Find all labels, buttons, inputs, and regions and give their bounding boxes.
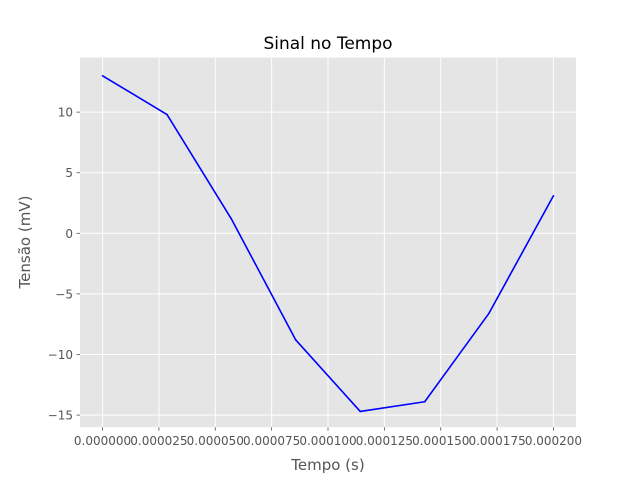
- data-point: [294, 339, 297, 341]
- x-tick-label: 0.000150: [412, 434, 469, 448]
- x-axis-label: Tempo (s): [290, 456, 364, 474]
- data-point: [230, 217, 233, 220]
- y-tick-label: 5: [65, 166, 73, 180]
- x-tick-label: 0.000050: [187, 434, 244, 448]
- y-tick-label: −15: [48, 409, 73, 423]
- x-tick-label: 0.000125: [356, 434, 413, 448]
- data-point: [423, 400, 426, 403]
- x-tick-label: 0.000000: [74, 434, 131, 448]
- data-point: [359, 410, 362, 413]
- x-tick-label: 0.000075: [243, 434, 300, 448]
- data-point: [166, 113, 168, 116]
- y-tick-label: −10: [48, 348, 73, 362]
- y-axis: −15 −10 −5 0 5 10: [48, 106, 80, 423]
- x-axis: 0.000000 0.000025 0.000050 0.000075 0.000100…: [74, 427, 582, 448]
- series-line: [102, 75, 555, 413]
- x-tick-label: 0.000100: [299, 434, 356, 448]
- y-tick-label: 10: [58, 106, 73, 120]
- x-tick-label: 0.000175: [468, 434, 525, 448]
- series-layer: [101, 74, 555, 413]
- data-point: [488, 312, 490, 315]
- x-tick-label: 0.000200: [525, 434, 582, 448]
- grid: [80, 57, 576, 428]
- data-point: [552, 194, 555, 197]
- chart-title: Sinal no Tempo: [263, 34, 392, 54]
- y-tick-label: 0: [65, 227, 73, 241]
- x-tick-label: 0.000025: [130, 434, 187, 448]
- data-point: [101, 74, 104, 77]
- y-axis-label: Tensão (mV): [16, 196, 34, 290]
- y-tick-label: −5: [55, 287, 73, 301]
